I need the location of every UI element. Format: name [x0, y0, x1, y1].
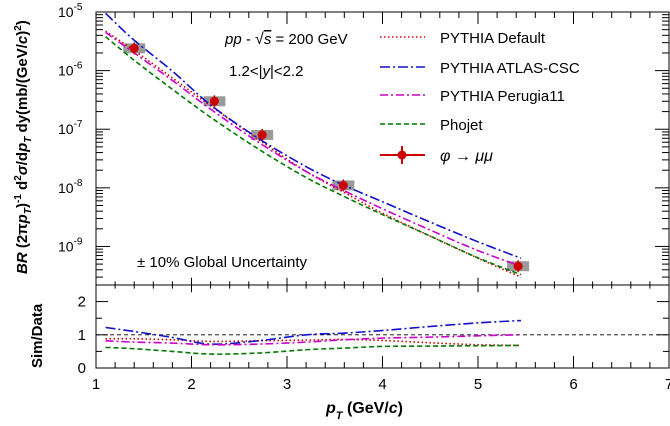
uncertainty-annotation: ± 10% Global Uncertainty [137, 254, 307, 271]
y-tick-label: 10-5 [58, 2, 83, 20]
top-y-tick-labels: 10-9 10-8 10-7 10-6 10-5 [58, 2, 83, 254]
legend-label-pythia-default: PYTHIA Default [440, 30, 546, 47]
x-tick-label: 3 [283, 376, 291, 393]
top-series-lines [105, 12, 522, 278]
y-tick-label: 2 [78, 294, 86, 311]
ratio-line-pythia-atlas-csc [105, 319, 522, 345]
top-plot-frame [95, 11, 670, 286]
x-tick-label: 7 [665, 376, 670, 393]
x-tick-label: 2 [187, 376, 195, 393]
legend: PYTHIA Default PYTHIA ATLAS-CSC PYTHIA P… [380, 30, 580, 165]
y-tick-label: 10-6 [58, 61, 83, 79]
bottom-plot-frame [95, 284, 670, 369]
y-tick-label: 1 [78, 327, 86, 344]
bottom-y-tick-labels: 0 1 2 [78, 294, 86, 377]
top-panel: 10-9 10-8 10-7 10-6 10-5 BR (2πpT)-1 d2σ/dpT… [13, 2, 670, 286]
data-points [129, 42, 523, 273]
ratio-line-pythia-perugia11 [105, 334, 521, 346]
y-tick-label: 10-9 [58, 236, 83, 254]
y-tick-label: 10-7 [58, 119, 83, 137]
data-point [209, 96, 219, 106]
rapidity-annotation: 1.2<|y|<2.2 [229, 63, 304, 80]
legend-swatch-data-marker [397, 150, 407, 160]
x-tick-labels: 1 2 3 4 5 6 7 [92, 376, 670, 393]
sqrt-sign: √ [255, 31, 264, 48]
legend-label-pythia-atlas-csc: PYTHIA ATLAS-CSC [440, 60, 580, 77]
data-point [257, 130, 267, 140]
top-y-axis-label: BR (2πpT)-1 d2σ/dpT dy(mb/(GeV/c)2) [13, 20, 34, 274]
series-line-pythia-perugia11 [105, 31, 522, 267]
x-tick-label: 1 [92, 376, 100, 393]
ratio-line-phojet [105, 344, 521, 355]
data-point [129, 43, 139, 53]
data-point [513, 261, 523, 271]
y-tick-label: 10-8 [58, 178, 83, 196]
bottom-series-lines [105, 319, 522, 355]
x-tick-label: 4 [378, 376, 386, 393]
legend-label-data: φ → μμ [440, 148, 493, 165]
y-tick-label: 0 [78, 360, 86, 377]
top-axis-ticks [95, 11, 670, 285]
legend-label-pythia-perugia11: PYTHIA Perugia11 [440, 88, 565, 105]
bottom-y-axis-label: Sim/Data [29, 303, 46, 368]
data-point [338, 180, 348, 190]
x-tick-label: 5 [474, 376, 482, 393]
x-axis-label: pT (GeV/c) [325, 400, 403, 422]
ratio-line-pythia-default [105, 337, 521, 347]
energy-annotation: pp - √s = 200 GeV [224, 31, 348, 48]
bottom-axis-ticks [95, 284, 670, 369]
series-line-pythia-atlas-csc [105, 12, 522, 259]
legend-label-phojet: Phojet [440, 117, 483, 134]
x-tick-label: 6 [569, 376, 577, 393]
